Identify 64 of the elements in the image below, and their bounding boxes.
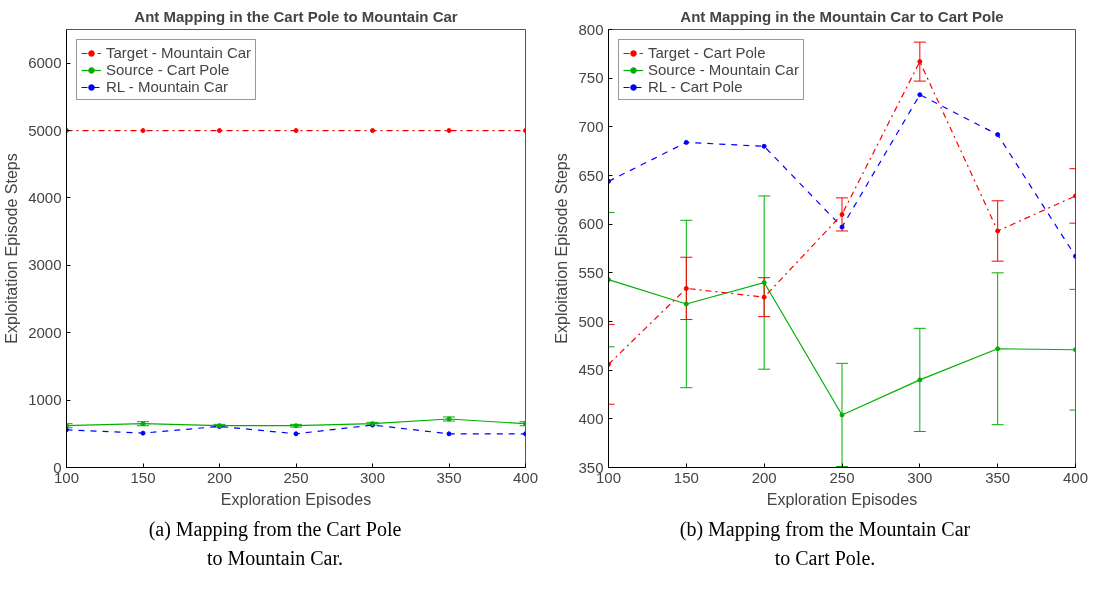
y-tick-label: 3000 bbox=[28, 256, 62, 274]
point bbox=[761, 280, 767, 286]
y-tick-label: 4000 bbox=[28, 188, 62, 206]
point bbox=[995, 228, 1001, 234]
y-axis-title: Exploitation Episode Steps bbox=[553, 153, 571, 344]
x-tick-label: 300 bbox=[907, 468, 933, 486]
point bbox=[761, 294, 767, 300]
point bbox=[917, 377, 923, 383]
y-tick-label: 400 bbox=[578, 409, 604, 427]
legend-label: RL - Mountain Car bbox=[106, 78, 228, 95]
point bbox=[683, 139, 689, 145]
point bbox=[839, 211, 845, 217]
x-tick-label: 400 bbox=[1062, 468, 1089, 486]
y-tick-label: 650 bbox=[578, 166, 604, 184]
x-tick-label: 200 bbox=[206, 468, 233, 486]
chart-title: Ant Mapping in the Cart Pole to Mountain Car bbox=[134, 7, 458, 25]
x-tick-label: 150 bbox=[130, 468, 156, 486]
y-tick-label: 5000 bbox=[28, 121, 62, 139]
text: (a) Mapping from the Cart Pole to Mountain Car. bbox=[147, 517, 403, 571]
point bbox=[140, 128, 146, 134]
legend-label: RL - Cart Pole bbox=[648, 78, 743, 95]
x-axis-title: Exploration Episodes bbox=[220, 490, 372, 508]
point bbox=[446, 431, 452, 437]
point bbox=[293, 128, 299, 134]
x-tick-label: 350 bbox=[985, 468, 1011, 486]
point bbox=[683, 301, 689, 307]
point bbox=[917, 59, 923, 65]
point bbox=[140, 430, 146, 436]
text: (b) Mapping from the Mountain Car to Cart Pole. bbox=[678, 517, 972, 571]
point bbox=[995, 132, 1001, 138]
point bbox=[370, 128, 375, 134]
y-axis-title: Exploitation Episode Steps bbox=[3, 153, 21, 344]
chart-title: Ant Mapping in the Mountain Car to Cart Pole bbox=[680, 7, 1004, 25]
point bbox=[917, 92, 923, 98]
x-tick-label: 150 bbox=[673, 468, 699, 486]
x-tick-label: 300 bbox=[359, 468, 386, 486]
x-tick-label: 400 bbox=[512, 468, 539, 486]
point bbox=[995, 346, 1001, 352]
legend-label: Target - Mountain Car bbox=[106, 44, 252, 61]
y-tick-label: 1000 bbox=[28, 391, 62, 409]
legend-label: Source - Cart Pole bbox=[106, 61, 230, 78]
x-tick-label: 200 bbox=[751, 468, 777, 486]
y-tick-label: 550 bbox=[578, 263, 604, 281]
legend-label: Target - Cart Pole bbox=[648, 44, 766, 61]
y-tick-label: 700 bbox=[578, 117, 604, 135]
y-tick-label: 500 bbox=[578, 312, 604, 330]
x-tick-label: 250 bbox=[283, 468, 309, 486]
y-tick-label: 800 bbox=[578, 20, 604, 38]
point bbox=[293, 431, 299, 437]
point bbox=[446, 128, 452, 134]
x-tick-label: 350 bbox=[436, 468, 462, 486]
y-tick-label: 750 bbox=[578, 69, 604, 87]
legend-label: Source - Mountain Car bbox=[648, 61, 799, 78]
y-tick-label: 600 bbox=[578, 215, 604, 233]
y-tick-label: 6000 bbox=[28, 54, 62, 72]
point bbox=[217, 128, 222, 134]
y-tick-label: 450 bbox=[578, 361, 604, 379]
point bbox=[839, 412, 845, 418]
point bbox=[761, 143, 767, 149]
x-axis-title: Exploration Episodes bbox=[766, 490, 918, 508]
y-tick-label: 2000 bbox=[28, 323, 62, 341]
point bbox=[839, 224, 845, 230]
point bbox=[683, 285, 689, 291]
x-tick-label: 250 bbox=[829, 468, 855, 486]
